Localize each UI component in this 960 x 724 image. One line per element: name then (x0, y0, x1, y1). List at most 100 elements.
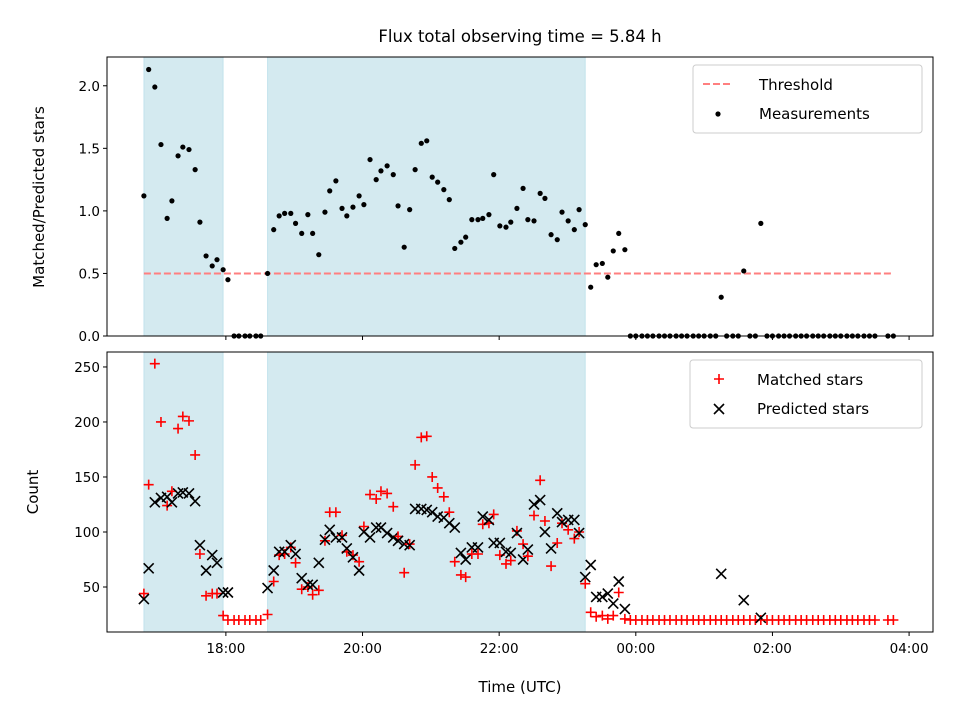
matched-star-point (569, 533, 580, 544)
matched-star-point (444, 507, 455, 518)
predicted-star-point (285, 539, 297, 551)
top-shaded-interval (143, 56, 224, 337)
measurement-point (424, 138, 430, 144)
measurement-point (548, 232, 554, 238)
predicted-star-point (545, 542, 557, 555)
top-y-tick-label: 1.5 (79, 141, 100, 157)
measurement-point (458, 239, 464, 245)
predicted-star-point (579, 571, 591, 583)
predicted-star-point (755, 612, 767, 624)
predicted-star-point (602, 588, 614, 600)
top-axes-frame (106, 56, 934, 337)
measurement-point (271, 227, 277, 233)
measurement-point (305, 212, 311, 218)
measurement-point (384, 163, 390, 169)
matched-star-point (143, 479, 154, 490)
predicted-star-point (556, 516, 568, 528)
matched-star-point (138, 588, 149, 599)
matched-star-point (585, 607, 596, 618)
matched-star-point (535, 475, 546, 486)
predicted-star-point (472, 541, 484, 553)
bottom-y-tick-label: 150 (74, 470, 100, 486)
top-plot-ratio: 0.0 0.5 1.0 1.5 2.0 (79, 56, 934, 345)
measurement-point (264, 270, 271, 277)
predicted-star-point (189, 495, 201, 507)
measurement-point (220, 267, 226, 273)
measurement-point (475, 217, 481, 223)
predicted-star-point (261, 582, 274, 594)
matched-star-point (173, 423, 184, 434)
matched-star-point (330, 507, 341, 518)
measurement-point (599, 260, 605, 267)
top-legend: Threshold Measurements (692, 64, 923, 134)
matched-star-point (449, 556, 460, 567)
measurement-point (758, 220, 764, 226)
measurement-point (435, 179, 441, 185)
matched-star-point (518, 539, 529, 550)
matched-star-point (460, 572, 471, 583)
measurement-point (593, 262, 599, 268)
matched-star-point (183, 415, 194, 426)
predicted-star-point (353, 564, 365, 577)
predicted-star-point (511, 527, 523, 539)
measurement-point (209, 263, 215, 269)
matched-star-point (563, 524, 574, 535)
legend-measurements-swatch (715, 111, 721, 117)
matched-star-point (416, 432, 427, 443)
measurement-point (520, 185, 526, 191)
predicted-star-point (404, 539, 416, 551)
predicted-star-point (483, 514, 495, 526)
chart-title: Flux total observing time = 5.84 h (378, 27, 661, 46)
top-y-axis-label: Matched/Predicted stars (30, 106, 48, 288)
matched-star-point (149, 358, 160, 369)
predicted-star-point (370, 522, 382, 534)
measurement-point (322, 209, 328, 215)
matched-star-point (869, 615, 880, 626)
matched-star-point (155, 416, 166, 427)
measurement-point (491, 172, 497, 178)
matched-star-point (546, 561, 557, 572)
matched-star-point (522, 551, 533, 562)
bottom-x-tick-label: 04:00 (890, 641, 929, 657)
matched-star-point (613, 587, 624, 598)
legend-matched-swatch (714, 374, 724, 384)
matched-star-point (290, 557, 301, 568)
measurement-point (197, 219, 203, 225)
bottom-y-tick-label: 250 (74, 360, 100, 376)
measurement-point (565, 218, 571, 224)
predicted-star-point (307, 579, 319, 591)
bottom-y-axis-label: Count (24, 470, 42, 515)
measurement-point (503, 224, 509, 230)
predicted-star-point (715, 568, 727, 580)
measurement-point (390, 172, 396, 178)
predicted-star-point (302, 579, 314, 591)
bottom-y-tick-label: 100 (74, 525, 100, 541)
measurement-point (497, 223, 503, 229)
measurement-point (276, 213, 282, 219)
measurement-point (531, 218, 537, 224)
predicted-star-point (341, 542, 353, 555)
matched-star-point (505, 555, 516, 566)
measurement-point (463, 234, 469, 240)
measurement-point (356, 193, 362, 199)
matched-star-point (201, 590, 212, 601)
matched-star-point (421, 431, 432, 442)
matched-star-point (552, 537, 563, 548)
bottom-x-tick-label: 20:00 (343, 641, 382, 657)
measurement-point (203, 253, 209, 259)
measurement-point (164, 215, 170, 221)
predicted-star-point (477, 511, 489, 523)
matched-star-point (539, 515, 550, 526)
measurement-point (576, 207, 582, 213)
legend-threshold-label: Threshold (758, 76, 833, 94)
matched-star-point (888, 615, 899, 626)
measurement-point (605, 274, 611, 280)
matched-star-point (477, 519, 488, 530)
measurement-point (610, 248, 616, 254)
matched-star-point (488, 509, 499, 520)
bottom-x-tick-label: 22:00 (480, 641, 519, 657)
measurement-point (316, 252, 322, 258)
measurement-point (588, 284, 594, 290)
matched-star-point (399, 567, 410, 578)
